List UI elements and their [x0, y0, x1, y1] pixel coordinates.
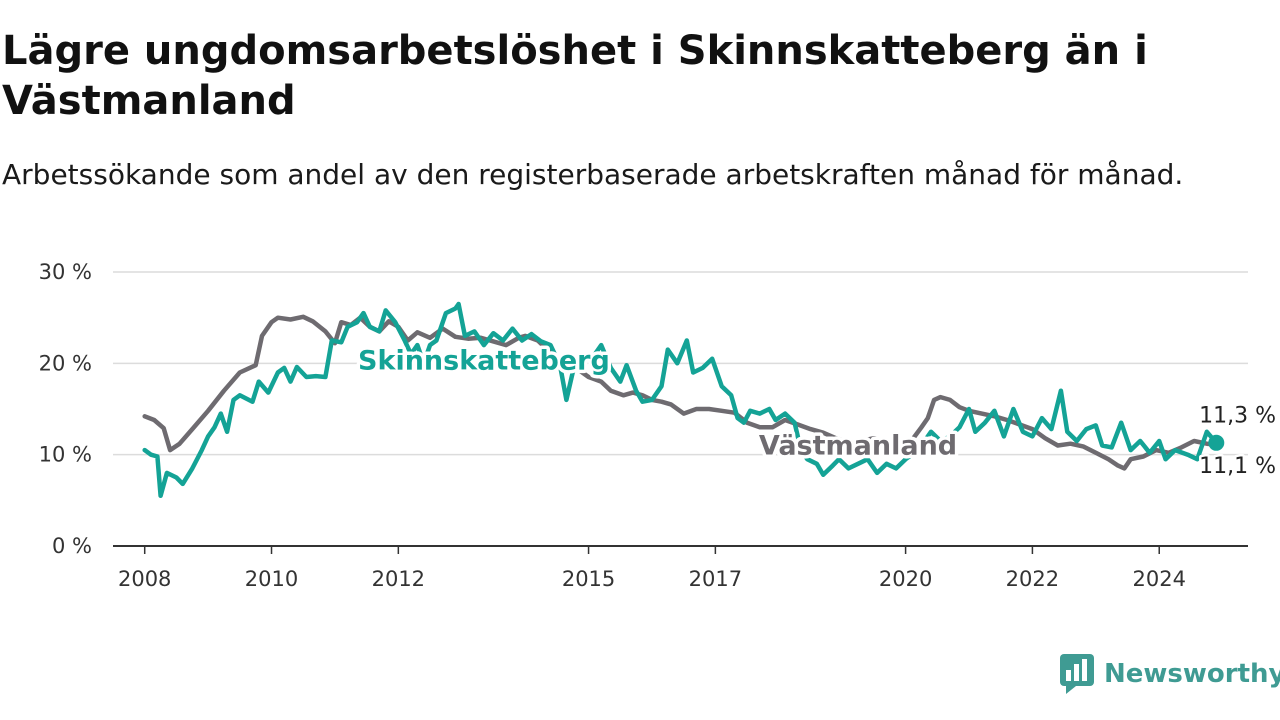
x-axis: 2008 2010 2012 2015 2017 2020 2022 2024 [113, 545, 1248, 591]
grid-lines [113, 271, 1248, 456]
series-label-skinnskatteberg: Skinnskatteberg [358, 346, 610, 377]
series-line-skinnskatteberg [142, 301, 1219, 499]
series-label-vastmanland: Västmanland [759, 431, 957, 462]
x-tick-label: 2024 [1133, 567, 1186, 591]
x-tick-label: 2015 [562, 567, 615, 591]
newsworthy-logo-icon [1060, 654, 1094, 694]
brand-name: Newsworthy [1104, 659, 1280, 689]
x-tick-label: 2020 [879, 567, 932, 591]
series-lines [142, 301, 1225, 499]
x-tick-label: 2010 [245, 567, 298, 591]
chart-subtitle: Arbetssökande som andel av den registerb… [2, 158, 1184, 191]
x-tick-label: 2012 [372, 567, 425, 591]
y-tick-label: 30 % [39, 260, 92, 284]
y-tick-label: 10 % [39, 443, 92, 467]
x-tick-label: 2008 [118, 567, 171, 591]
x-tick-label: 2022 [1006, 567, 1059, 591]
end-value-skinnskatteberg: 11,3 % [1199, 404, 1276, 429]
series-line-vastmanland [142, 314, 1219, 471]
series-labels: Skinnskatteberg Västmanland 11,3 % 11,1 % [355, 342, 1279, 481]
newsworthy-brand: Newsworthy [1060, 652, 1280, 696]
x-tick-label: 2017 [689, 567, 742, 591]
skinnskatteberg-end-dot [1208, 434, 1225, 451]
y-tick-label: 20 % [39, 351, 92, 375]
y-tick-label: 0 % [52, 534, 92, 558]
end-value-vastmanland: 11,1 % [1199, 454, 1276, 479]
chart-title: Lägre ungdomsarbetslöshet i Skinnskatteb… [2, 28, 1148, 124]
line-chart: 0 % 10 % 20 % 30 % 2008 2010 2012 2015 2017 2020… [39, 260, 1279, 591]
y-axis-tick-labels: 0 % 10 % 20 % 30 % [39, 260, 92, 558]
